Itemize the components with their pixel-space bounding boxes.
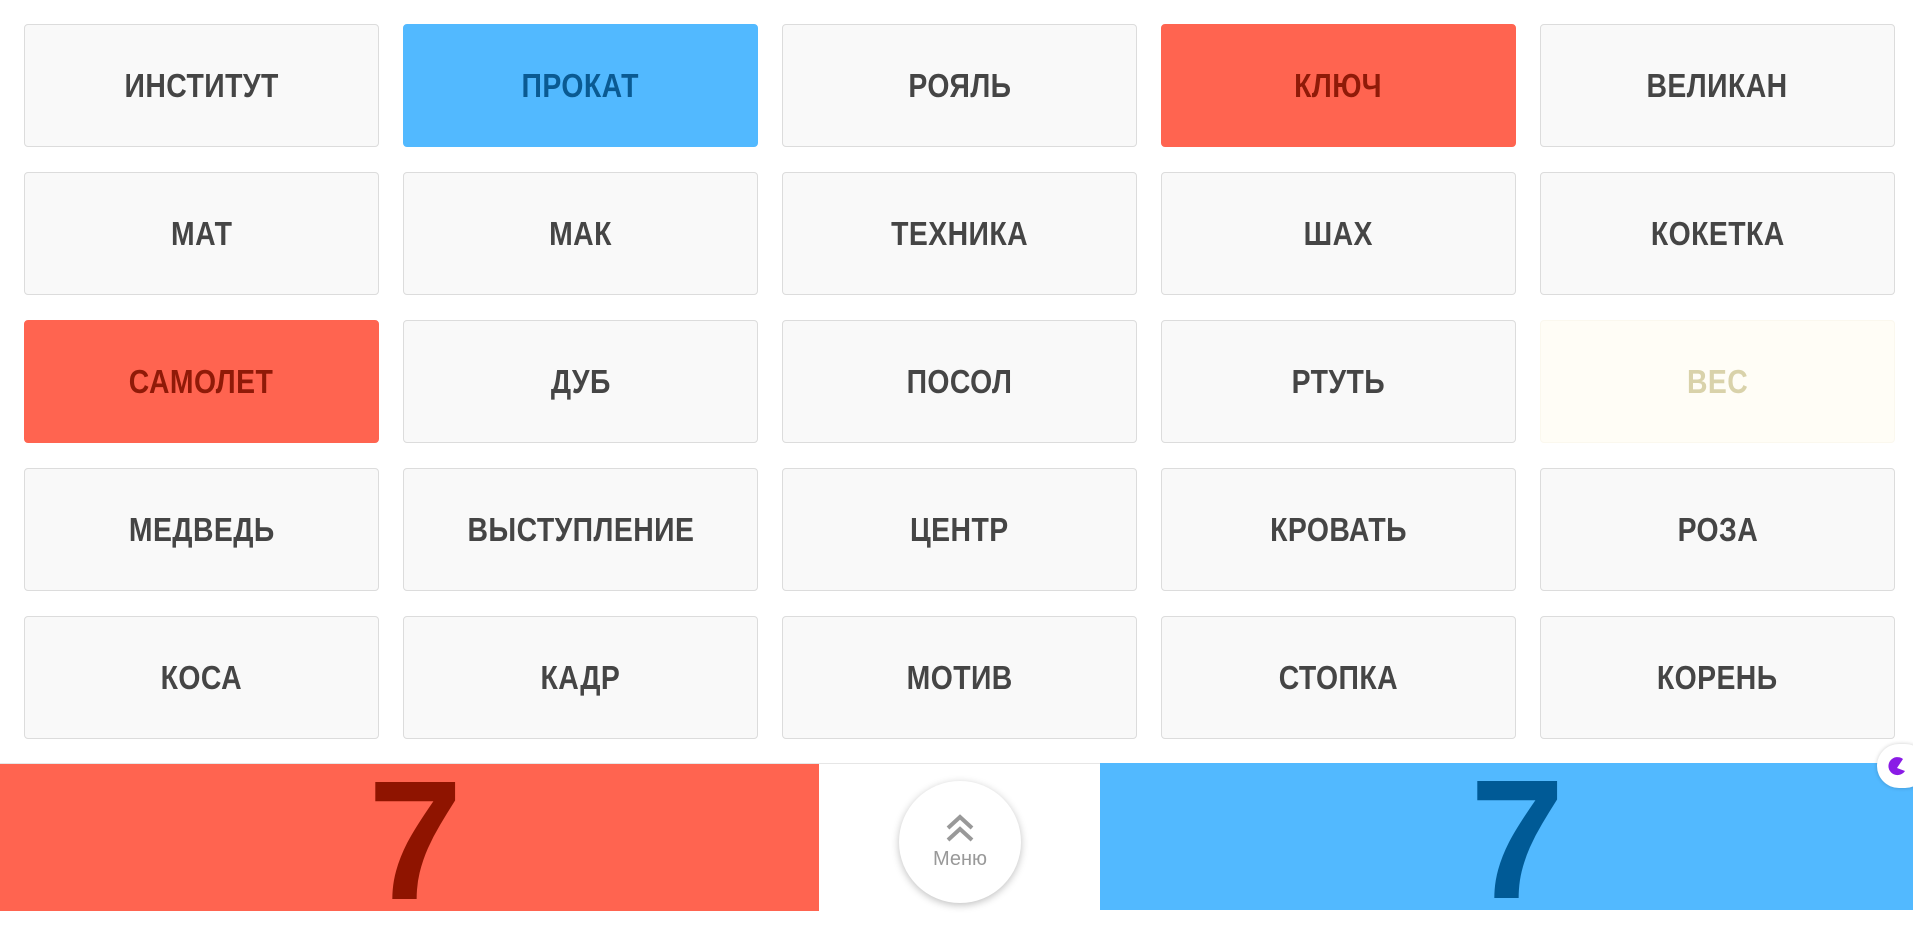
word-card[interactable]: ШАХ xyxy=(1161,172,1516,295)
word-card-label: КЛЮЧ xyxy=(1294,66,1383,104)
word-card-label: РТУТЬ xyxy=(1291,362,1386,400)
word-card-label: ВЫСТУПЛЕНИЕ xyxy=(467,510,694,548)
word-card[interactable]: ВЕС xyxy=(1540,320,1895,443)
red-team-score: 7 xyxy=(368,746,463,936)
word-card-label: КОСА xyxy=(160,658,243,696)
word-card-label: ДУБ xyxy=(550,362,611,400)
word-card[interactable]: ЦЕНТР xyxy=(782,468,1137,591)
word-card-label: СТОПКА xyxy=(1278,658,1399,696)
word-card[interactable]: РОЗА xyxy=(1540,468,1895,591)
word-card-label: ПОСОЛ xyxy=(906,362,1013,400)
word-card[interactable]: КРОВАТЬ xyxy=(1161,468,1516,591)
word-card[interactable]: ДУБ xyxy=(403,320,758,443)
assistant-widget-button[interactable] xyxy=(1877,744,1913,788)
word-card[interactable]: ТЕХНИКА xyxy=(782,172,1137,295)
word-card-label: ВЕЛИКАН xyxy=(1646,66,1789,104)
double-chevron-up-icon xyxy=(946,813,974,841)
word-card[interactable]: ПОСОЛ xyxy=(782,320,1137,443)
word-card[interactable]: ИНСТИТУТ xyxy=(24,24,379,147)
word-card-label: ШАХ xyxy=(1303,214,1374,252)
word-card-label: ИНСТИТУТ xyxy=(124,66,279,104)
menu-label: Меню xyxy=(932,847,988,870)
word-card[interactable]: РОЯЛЬ xyxy=(782,24,1137,147)
word-card-label: РОЗА xyxy=(1677,510,1758,548)
word-grid: ИНСТИТУТ ПРОКАТ РОЯЛЬ КЛЮЧ ВЕЛИКАН МАТ МАК ТЕХН… xyxy=(24,24,1895,739)
word-card-label: МАТ xyxy=(170,214,233,252)
blue-team-panel: 7 xyxy=(1100,755,1913,925)
word-card[interactable]: КАДР xyxy=(403,616,758,739)
word-card-label: РОЯЛЬ xyxy=(907,66,1012,104)
word-card[interactable]: КОКЕТКА xyxy=(1540,172,1895,295)
word-card[interactable]: ВЫСТУПЛЕНИЕ xyxy=(403,468,758,591)
word-card[interactable]: РТУТЬ xyxy=(1161,320,1516,443)
word-card-label: КРОВАТЬ xyxy=(1270,510,1407,548)
word-card-label: КОКЕТКА xyxy=(1650,214,1785,252)
blue-team-score: 7 xyxy=(1470,745,1565,935)
word-card[interactable]: САМОЛЕТ xyxy=(24,320,379,443)
word-card[interactable]: МЕДВЕДЬ xyxy=(24,468,379,591)
word-card-label: ВЕС xyxy=(1686,362,1749,400)
word-card[interactable]: КЛЮЧ xyxy=(1161,24,1516,147)
word-card-label: МОТИВ xyxy=(906,658,1013,696)
word-card[interactable]: ВЕЛИКАН xyxy=(1540,24,1895,147)
word-card[interactable]: МАК xyxy=(403,172,758,295)
word-card-label: КОРЕНЬ xyxy=(1657,658,1778,696)
word-card-label: МЕДВЕДЬ xyxy=(128,510,275,548)
assistant-logo-icon xyxy=(1888,757,1905,776)
red-team-panel: 7 xyxy=(0,756,819,926)
word-card-label: САМОЛЕТ xyxy=(129,362,274,400)
menu-button[interactable]: Меню xyxy=(899,781,1021,903)
word-card[interactable]: КОСА xyxy=(24,616,379,739)
word-card-label: КАДР xyxy=(540,658,621,696)
word-card[interactable]: СТОПКА xyxy=(1161,616,1516,739)
word-card[interactable]: ПРОКАТ xyxy=(403,24,758,147)
word-card-label: ПРОКАТ xyxy=(521,66,640,104)
word-card-label: МАК xyxy=(549,214,612,252)
word-card[interactable]: МОТИВ xyxy=(782,616,1137,739)
word-card-label: ЦЕНТР xyxy=(910,510,1009,548)
word-card[interactable]: МАТ xyxy=(24,172,379,295)
word-card-label: ТЕХНИКА xyxy=(891,214,1028,252)
word-card[interactable]: КОРЕНЬ xyxy=(1540,616,1895,739)
